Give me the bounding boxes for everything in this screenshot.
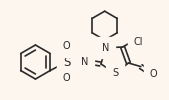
Text: S: S [63,56,70,68]
Text: O: O [63,73,70,83]
Text: N: N [102,43,109,53]
Text: Cl: Cl [133,37,143,47]
Text: O: O [63,41,70,51]
Text: N: N [81,57,88,67]
Text: O: O [150,69,158,79]
Text: S: S [112,68,118,78]
